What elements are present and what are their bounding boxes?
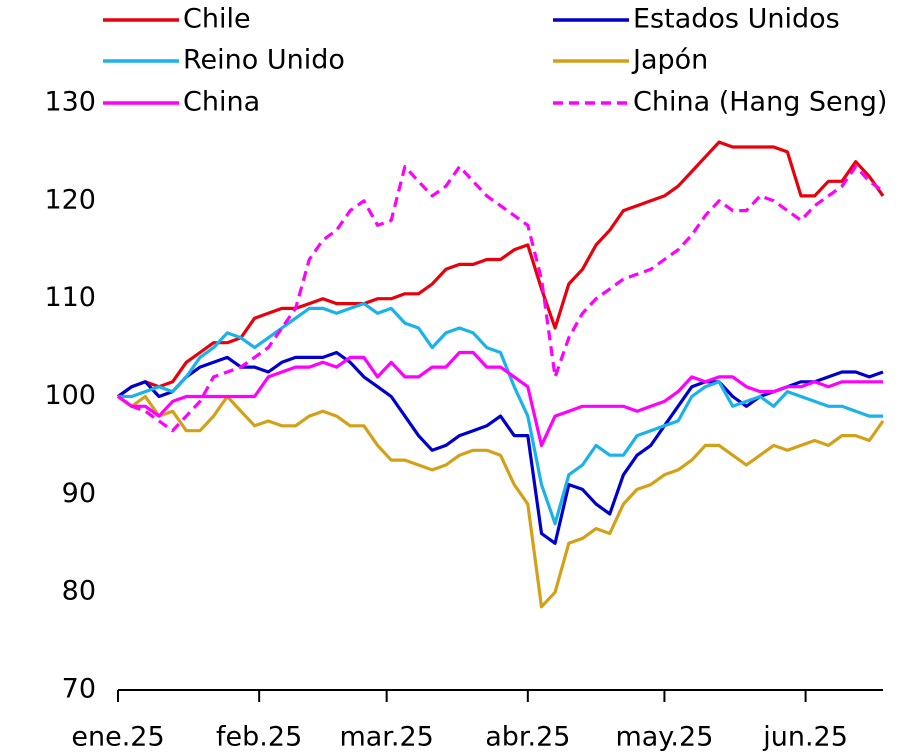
- y-tick-label: 90: [62, 478, 96, 509]
- x-tick-label: abr.25: [485, 722, 570, 753]
- series-line: [118, 302, 883, 526]
- x-tick-label: may.25: [615, 722, 713, 753]
- legend-label: Reino Unido: [183, 45, 345, 76]
- y-tick-label: 80: [62, 576, 96, 607]
- y-tick-label: 70: [62, 674, 96, 705]
- x-tick-label: mar.25: [339, 722, 433, 753]
- series-line: [117, 140, 885, 398]
- legend-label: China: [183, 87, 260, 118]
- legend-label: Chile: [183, 4, 251, 35]
- series-line: [117, 350, 883, 447]
- legend-label: China (Hang Seng): [633, 87, 887, 118]
- x-tick-label: ene.25: [71, 722, 164, 753]
- y-tick-label: 110: [44, 282, 96, 313]
- y-tick-label: 120: [44, 184, 96, 215]
- legend-label: Japón: [631, 45, 708, 76]
- legend-label: Estados Unidos: [633, 4, 840, 35]
- x-tick-label: feb.25: [216, 722, 302, 753]
- y-tick-label: 130: [44, 87, 96, 118]
- series-line: [117, 165, 884, 433]
- x-tick-label: jun.25: [762, 722, 848, 753]
- y-tick-label: 100: [44, 380, 96, 411]
- series-line: [117, 394, 885, 609]
